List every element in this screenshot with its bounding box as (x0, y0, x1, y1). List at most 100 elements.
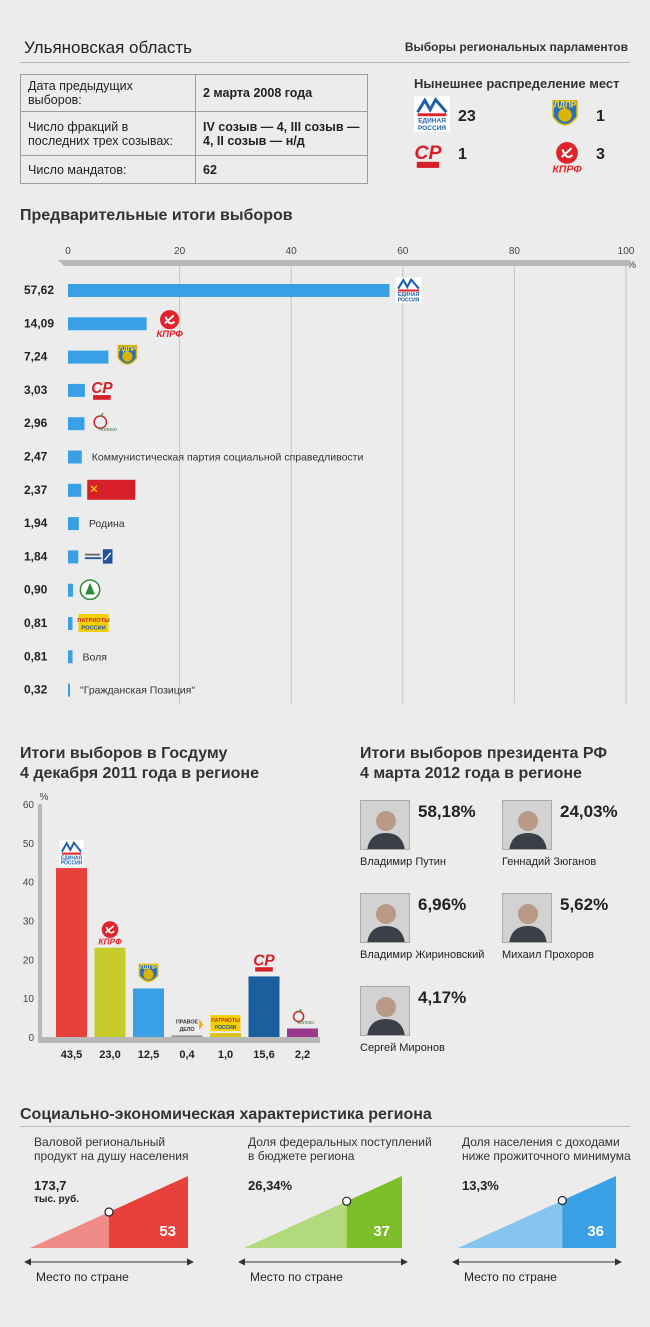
info-label: Число фракций в последних трех созывах: (20, 111, 196, 156)
triangle-dark-part (562, 1176, 616, 1248)
patriots-logo-text: РОССИИ (81, 625, 105, 631)
kprf-logo-icon: КПРФ (98, 921, 122, 947)
ldpr-logo-icon: ЛДПР (138, 963, 159, 983)
info-row: Число мандатов: 62 (20, 155, 368, 184)
info-label: Дата предыдущих выборов: (20, 74, 196, 112)
socio-indicator-label: Доля федеральных поступлений в бюджете ре… (248, 1135, 432, 1163)
pravoe-logo-text: ПРАВОЕ (176, 1020, 198, 1026)
rank-marker (557, 1195, 567, 1206)
ldpr-logo-text: ЛДПР (140, 964, 157, 971)
unit-label: % (40, 792, 49, 803)
y-tick-label: 20 (23, 955, 35, 966)
pensioners-logo-icon (84, 549, 113, 564)
socio-label-line: Доля населения с доходами (462, 1135, 620, 1149)
socio-divider (20, 1126, 630, 1127)
er-bear-shape (61, 840, 82, 853)
er-bear-shape (416, 96, 448, 114)
yabloko-logo-icon: яблоко (292, 1008, 314, 1026)
candidate-photo (360, 986, 410, 1036)
patriots-logo-text: ПАТРИОТЫ (77, 618, 110, 624)
bar-value-label: 2,47 (24, 450, 48, 464)
bar (133, 988, 164, 1037)
info-row: Число фракций в последних трех созывах: … (20, 111, 368, 156)
y-tick-label: 60 (23, 800, 35, 811)
section-title: Выборы региональных парламентов (404, 40, 628, 54)
bar (68, 383, 85, 397)
socio-indicator-label: Доля населения с доходами ниже прожиточно… (462, 1135, 631, 1163)
bar (94, 947, 126, 1037)
patriots-box (210, 1015, 241, 1032)
er-logo-text: РОССИЯ (61, 861, 83, 867)
duma-title-line1: Итоги выборов в Госдуму (20, 745, 228, 762)
info-row: Дата предыдущих выборов: 2 марта 2008 го… (20, 74, 368, 112)
y-tick-label: 40 (23, 878, 35, 889)
bar (68, 317, 147, 331)
duma-title: Итоги выборов в Госдуму 4 декабря 2011 г… (20, 744, 259, 784)
party-name-label: Коммунистическая партия социальной справ… (92, 452, 364, 464)
candidate-photo (502, 893, 552, 943)
bar-value-label: 12,5 (138, 1049, 159, 1061)
info-value: 62 (195, 155, 368, 184)
party-name-label: "Гражданская Позиция" (80, 685, 195, 697)
rank-marker (104, 1207, 114, 1217)
party-name-label: Воля (83, 651, 107, 663)
bar (68, 350, 109, 364)
bar-value-label: 1,94 (24, 516, 48, 530)
x-tick-label: 80 (509, 246, 521, 257)
bar (68, 284, 390, 297)
seat-count-ldpr: 1 (596, 108, 605, 125)
rank-value: 36 (587, 1223, 604, 1240)
bar-value-label: 1,84 (24, 549, 48, 563)
er-logo-text: ЕДИНАЯ (398, 292, 420, 298)
er-logo-text: РОССИЯ (398, 297, 420, 303)
info-value: IV созыв — 4, III созыв — 4, II созыв — … (195, 111, 368, 156)
ldpr-logo-text: ЛДПР (119, 346, 136, 353)
place-label: Место по стране (36, 1270, 129, 1284)
candidate-percent: 6,96% (418, 895, 467, 914)
kprf-logo-icon: КПРФ (548, 140, 586, 176)
ldpr-logo-icon: ЛДПР (548, 98, 582, 132)
triangle-light-part (244, 1201, 347, 1248)
kprf-logo-text: КПРФ (156, 329, 183, 340)
socio-label-line: Валовой региональный (34, 1135, 166, 1149)
x-tick-label: 20 (174, 246, 186, 257)
patriots-logo-text: РОССИИ (215, 1025, 237, 1031)
bar (287, 1028, 318, 1037)
candidate-name: Геннадий Зюганов (502, 856, 597, 868)
er-logo-text: РОССИЯ (418, 125, 446, 132)
candidate-name: Сергей Миронов (360, 1042, 445, 1054)
bar (68, 617, 73, 630)
pravoe-logo-text: ДЕЛО (179, 1027, 194, 1033)
rank-value: 53 (159, 1223, 176, 1240)
header-divider (20, 62, 630, 63)
yabloko-logo-icon: яблоко (93, 412, 117, 433)
patriots-box (78, 614, 109, 632)
president-title-line1: Итоги выборов президента РФ (360, 745, 607, 762)
bar-value-label: 0,81 (24, 649, 48, 663)
seat-count-kprf: 3 (596, 146, 605, 163)
double-arrow-icon (452, 1258, 622, 1266)
y-axis-band (38, 804, 42, 1037)
bar (210, 1033, 241, 1037)
sr-logo-icon: СР (91, 380, 113, 400)
candidate-photo (502, 800, 552, 850)
preliminary-title: Предварительные итоги выборов (20, 207, 293, 224)
bar-value-label: 0,90 (24, 583, 48, 597)
bar-value-label: 2,37 (24, 483, 48, 497)
info-table: Дата предыдущих выборов: 2 марта 2008 го… (20, 74, 368, 184)
candidate-percent: 58,18% (418, 802, 476, 821)
bar (68, 550, 79, 564)
bar-value-label: 15,6 (253, 1049, 274, 1061)
bar-value-label: 14,09 (24, 316, 54, 330)
er-logo-text: ЕДИНАЯ (418, 118, 446, 125)
patriots-logo-text: ПАТРИОТЫ (211, 1018, 240, 1024)
x-tick-label: 100 (618, 246, 635, 257)
bar (68, 417, 85, 431)
president-title-line2: 4 марта 2012 года в регионе (360, 765, 582, 782)
